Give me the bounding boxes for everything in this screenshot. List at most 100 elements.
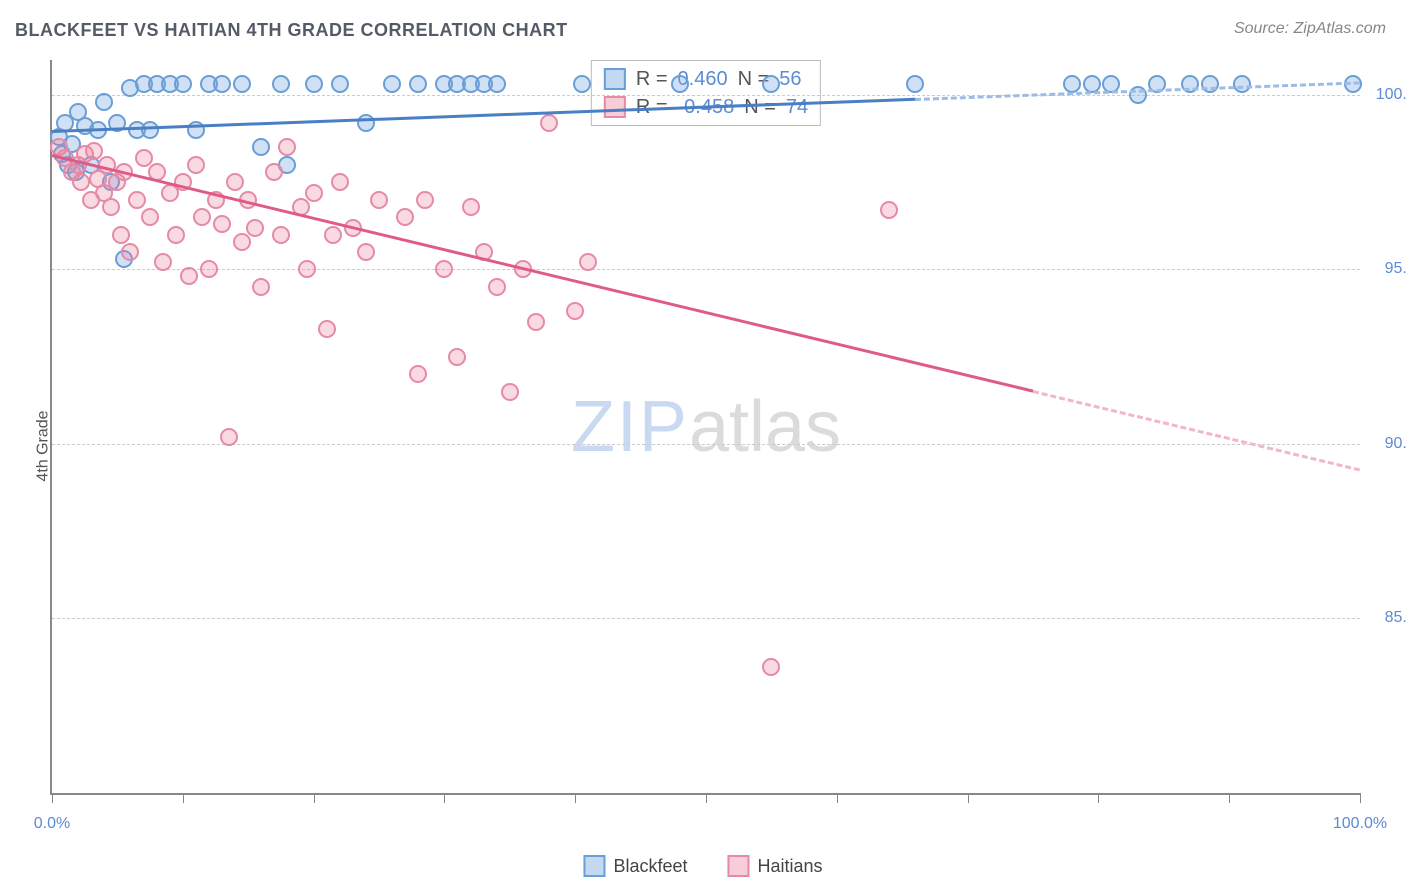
y-tick-label: 90.0% [1370,435,1406,453]
scatter-point-b [488,278,506,296]
swatch-haitians [604,96,626,118]
scatter-point-b [246,219,264,237]
scatter-point-b [331,173,349,191]
legend-item-haitians: Haitians [728,855,823,877]
scatter-point-a [1201,75,1219,93]
scatter-point-b [448,348,466,366]
swatch-blackfeet [604,68,626,90]
scatter-point-b [121,243,139,261]
y-gridline [52,618,1360,619]
scatter-point-a [233,75,251,93]
scatter-point-a [331,75,349,93]
scatter-point-a [671,75,689,93]
scatter-point-b [357,243,375,261]
x-tick-label: 100.0% [1333,815,1387,833]
y-tick-label: 100.0% [1370,86,1406,104]
x-tick [968,793,969,803]
x-tick [575,793,576,803]
legend-swatch-blackfeet [583,855,605,877]
scatter-point-b [112,226,130,244]
scatter-point-b [272,226,290,244]
scatter-point-b [396,208,414,226]
scatter-point-a [1233,75,1251,93]
scatter-point-a [488,75,506,93]
scatter-point-a [409,75,427,93]
scatter-point-b [370,191,388,209]
scatter-point-b [167,226,185,244]
scatter-point-b [233,233,251,251]
legend: Blackfeet Haitians [583,855,822,877]
scatter-point-b [566,302,584,320]
x-tick [444,793,445,803]
scatter-point-b [141,208,159,226]
scatter-point-b [187,156,205,174]
scatter-point-b [180,267,198,285]
scatter-point-a [906,75,924,93]
scatter-point-a [573,75,591,93]
scatter-point-b [435,260,453,278]
y-gridline [52,269,1360,270]
scatter-point-b [72,173,90,191]
scatter-point-b [409,365,427,383]
scatter-point-a [357,114,375,132]
x-tick [52,793,53,803]
n-value-b: 74 [786,93,808,121]
scatter-point-b [102,198,120,216]
scatter-point-b [762,658,780,676]
scatter-point-b [416,191,434,209]
chart-title: BLACKFEET VS HAITIAN 4TH GRADE CORRELATI… [15,20,568,41]
scatter-point-b [880,201,898,219]
x-tick [1229,793,1230,803]
n-label: N = [744,93,776,121]
scatter-point-b [305,184,323,202]
y-gridline [52,444,1360,445]
scatter-point-a [272,75,290,93]
x-tick [314,793,315,803]
correlation-stats-box: R = 0.460 N = 56 R = -0.458 N = 74 [591,60,821,126]
legend-label-blackfeet: Blackfeet [613,856,687,877]
scatter-point-b [501,383,519,401]
scatter-point-b [226,173,244,191]
scatter-point-b [579,253,597,271]
scatter-point-a [383,75,401,93]
scatter-point-a [213,75,231,93]
n-value-a: 56 [779,65,801,93]
scatter-point-b [278,138,296,156]
scatter-point-b [220,428,238,446]
watermark: ZIPatlas [571,386,841,468]
scatter-point-b [324,226,342,244]
x-tick [1098,793,1099,803]
scatter-point-a [95,93,113,111]
x-tick [706,793,707,803]
source-attribution: Source: ZipAtlas.com [1234,20,1386,38]
scatter-point-a [252,138,270,156]
scatter-point-b [527,313,545,331]
scatter-point-b [540,114,558,132]
trend-line-b [1033,390,1361,471]
scatter-point-a [174,75,192,93]
scatter-point-b [318,320,336,338]
scatter-point-a [305,75,323,93]
y-tick-label: 95.0% [1370,260,1406,278]
x-tick [837,793,838,803]
x-tick [183,793,184,803]
y-gridline [52,95,1360,96]
watermark-part2: atlas [689,387,841,467]
scatter-point-a [141,121,159,139]
legend-swatch-haitians [728,855,750,877]
legend-label-haitians: Haitians [758,856,823,877]
scatter-point-b [128,191,146,209]
scatter-point-b [200,260,218,278]
trend-line-b [52,154,1034,393]
scatter-point-b [252,278,270,296]
scatter-point-a [1063,75,1081,93]
x-tick-label: 0.0% [34,815,70,833]
scatter-point-b [213,215,231,233]
scatter-point-b [265,163,283,181]
scatter-point-b [193,208,211,226]
r-label: R = [636,65,668,93]
scatter-point-b [462,198,480,216]
watermark-part1: ZIP [571,387,689,467]
x-tick [1360,793,1361,803]
legend-item-blackfeet: Blackfeet [583,855,687,877]
